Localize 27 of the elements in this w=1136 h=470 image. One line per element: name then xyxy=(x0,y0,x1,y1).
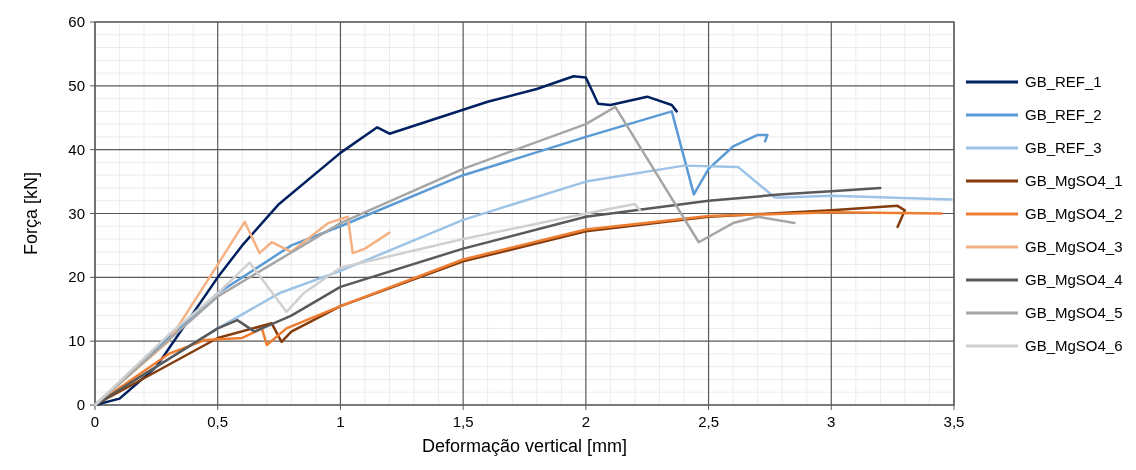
legend-label: GB_MgSO4_4 xyxy=(1025,271,1123,288)
y-tick-label: 30 xyxy=(68,204,85,222)
line-series xyxy=(93,202,642,407)
x-axis-title: Deformação vertical [mm] xyxy=(421,436,628,456)
legend-label: GB_MgSO4_5 xyxy=(1025,304,1123,321)
y-tick-label: 60 xyxy=(68,13,85,30)
x-tick-label: 1 xyxy=(336,413,345,430)
legend-label: GB_MgSO4_2 xyxy=(1025,205,1123,222)
y-tick-label: 40 xyxy=(68,140,85,158)
x-tick-label: 2 xyxy=(581,413,591,430)
y-tick-label: 50 xyxy=(68,76,85,94)
y-tick-label: 20 xyxy=(68,268,85,286)
legend-label: GB_REF_3 xyxy=(1025,139,1102,156)
x-tick-label: 1,5 xyxy=(452,413,474,430)
x-tick-label: 0 xyxy=(90,413,100,430)
x-tick-label: 2,5 xyxy=(698,413,719,430)
legend-label: GB_MgSO4_3 xyxy=(1025,238,1123,255)
y-tick-label: 10 xyxy=(68,332,85,350)
y-axis-title: Força [kN] xyxy=(21,171,41,256)
x-tick-label: 3,5 xyxy=(943,413,965,430)
legend-label: GB_REF_2 xyxy=(1025,106,1102,123)
y-tick-label: 0 xyxy=(76,396,85,413)
x-tick-label: 0,5 xyxy=(207,413,229,430)
legend-label: GB_MgSO4_6 xyxy=(1025,337,1123,354)
legend-label: GB_MgSO4_1 xyxy=(1025,172,1123,189)
legend-label: GB_REF_1 xyxy=(1025,73,1102,90)
x-tick-label: 3 xyxy=(827,413,836,430)
